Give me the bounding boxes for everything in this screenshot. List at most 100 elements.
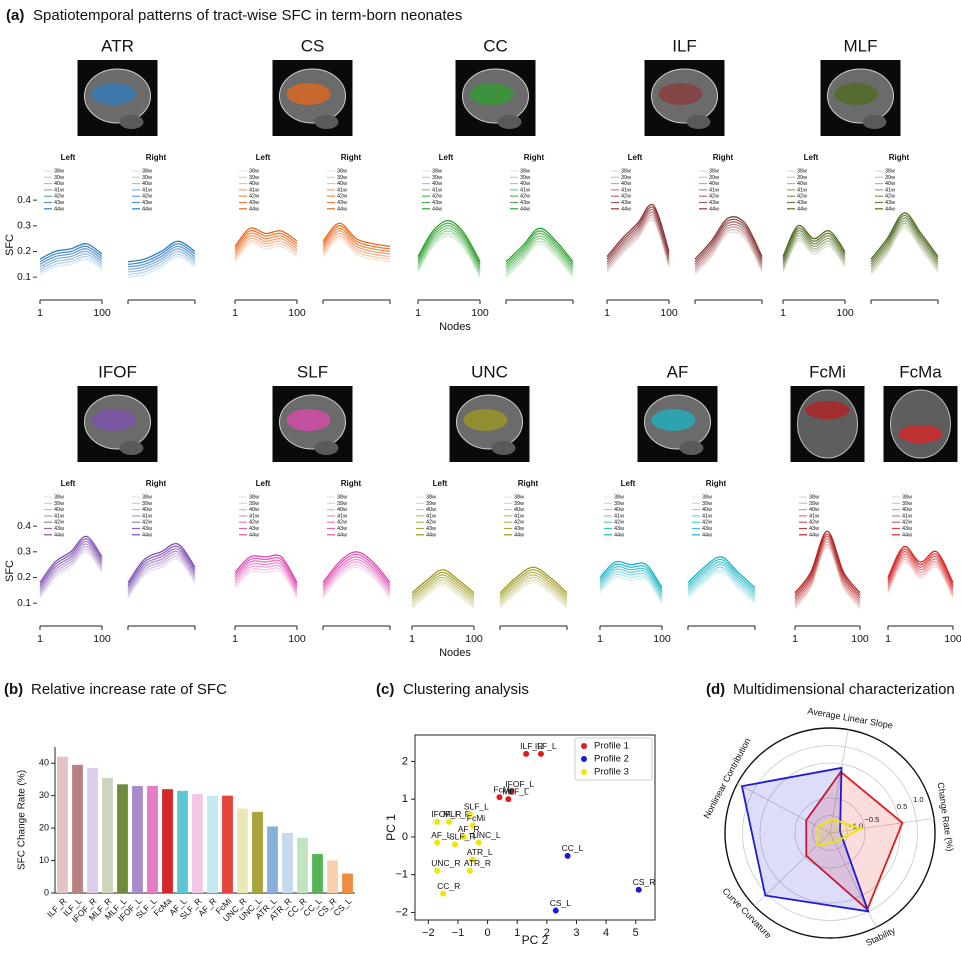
legend-label: 39w xyxy=(54,501,64,507)
legend-label: 42w xyxy=(249,194,259,200)
cerebellum xyxy=(314,441,339,455)
brain-image xyxy=(449,386,530,462)
sfc-curve xyxy=(234,240,298,260)
sfc-curve xyxy=(39,243,103,260)
point xyxy=(434,818,441,825)
legend-label: 39w xyxy=(902,501,912,507)
legend-label: 40w xyxy=(709,181,719,187)
sfc-curve xyxy=(599,563,663,591)
bar xyxy=(87,768,98,893)
legend-label: 43w xyxy=(432,200,442,206)
tract-name: FcMi xyxy=(809,362,846,381)
legend-label: 43w xyxy=(337,200,347,206)
legend-label: 41w xyxy=(54,187,64,193)
point xyxy=(469,856,476,863)
tract-blob xyxy=(834,83,879,105)
y-tick-label: 40 xyxy=(39,758,49,768)
bar xyxy=(147,785,158,893)
sfc-curve xyxy=(39,551,103,599)
point-label: CS_R xyxy=(633,877,656,887)
sfc-curve xyxy=(794,546,861,609)
sfc-curve xyxy=(505,230,574,265)
sfc-curve xyxy=(606,203,670,258)
x-tick-label: 100 xyxy=(471,307,489,319)
point xyxy=(496,794,503,801)
legend-label: 40w xyxy=(797,181,807,187)
x-tick-label: 1 xyxy=(514,927,520,939)
x-tick-label: 1 xyxy=(232,307,238,319)
sfc-curve xyxy=(505,237,574,273)
legend-label: 42w xyxy=(702,520,712,526)
plot-frame xyxy=(414,734,656,921)
legend-marker xyxy=(581,756,587,762)
bar xyxy=(327,860,338,893)
point-label: ATR_R xyxy=(464,858,491,868)
legend-label: 40w xyxy=(614,507,624,513)
legend-label: 42w xyxy=(809,520,819,526)
point-label: FcMi xyxy=(467,813,486,823)
axis-label: Average Linear Slope xyxy=(807,706,894,731)
sfc-curve xyxy=(694,221,763,265)
legend-box xyxy=(574,737,653,781)
legend-label: 43w xyxy=(514,526,524,532)
tract-blob xyxy=(469,83,514,105)
x-tick-label: CS_L xyxy=(331,896,353,918)
legend-label: 40w xyxy=(621,181,631,187)
legend-label: 39w xyxy=(621,175,631,181)
sfc-curve xyxy=(417,230,481,273)
spoke xyxy=(737,783,831,834)
r-tick-label: 0.5 xyxy=(897,802,907,811)
side-label: Left xyxy=(433,479,448,488)
sfc-curve xyxy=(411,576,475,602)
legend-label: 38w xyxy=(426,494,436,500)
sfc-curve xyxy=(322,225,391,250)
legend-label: 38w xyxy=(614,494,624,500)
panel-label: (d) xyxy=(706,681,725,698)
sfc-curve xyxy=(694,228,763,273)
sfc-curve xyxy=(39,245,103,263)
sfc-curve xyxy=(606,219,670,273)
brain-image xyxy=(637,386,718,462)
legend-label: 41w xyxy=(249,513,259,519)
legend-label: 42w xyxy=(249,520,259,526)
x-tick-label: 100 xyxy=(944,633,961,645)
bar xyxy=(102,777,113,893)
sfc-curve xyxy=(39,543,103,591)
sfc-curve xyxy=(687,556,756,589)
brain-image xyxy=(455,60,536,136)
brain-image xyxy=(272,386,353,462)
sfc-curve xyxy=(606,214,670,268)
point xyxy=(466,867,473,874)
legend-label: 38w xyxy=(432,168,442,174)
sfc-curve xyxy=(417,227,481,270)
y-tick-label: 0.4 xyxy=(17,195,31,206)
sfc-curve xyxy=(887,558,954,596)
x-tick-label: 100 xyxy=(660,307,678,319)
sfc-curve xyxy=(499,576,568,604)
tract-name: UNC xyxy=(471,362,508,381)
tract-name: MLF xyxy=(844,36,878,55)
sfc-curve xyxy=(606,208,670,263)
legend-label: 39w xyxy=(54,175,64,181)
legend-label: 41w xyxy=(142,187,152,193)
legend-label: 42w xyxy=(142,194,152,200)
sfc-curve xyxy=(322,232,391,258)
point xyxy=(523,750,530,757)
x-tick-label: 1 xyxy=(792,633,798,645)
x-tick-label: 1 xyxy=(37,307,43,319)
tract-name: SLF xyxy=(297,362,328,381)
point-label: UNC_R xyxy=(431,858,460,868)
legend-label: 43w xyxy=(902,526,912,532)
legend-label: 38w xyxy=(54,168,64,174)
side-label: Left xyxy=(621,479,636,488)
sfc-curve xyxy=(794,538,861,602)
legend-label: 43w xyxy=(426,526,436,532)
x-tick-label: 100 xyxy=(288,633,306,645)
brain-image xyxy=(272,60,353,136)
legend-label: 38w xyxy=(709,168,719,174)
point xyxy=(466,811,473,818)
sfc-curve xyxy=(322,561,391,594)
cerebellum xyxy=(686,115,711,129)
tract-name: CS xyxy=(301,36,325,55)
legend-label: 39w xyxy=(432,175,442,181)
